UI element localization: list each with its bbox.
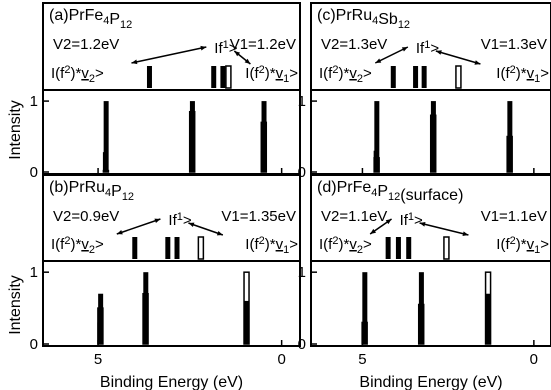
panel-title: (d)PrFe4P12(surface): [317, 179, 463, 204]
peak-bar: [374, 101, 380, 172]
peak-bar: [98, 293, 104, 344]
v2-label: V2=1.1eV: [321, 208, 387, 225]
panel-title: (c)PrRu4Sb12: [317, 7, 410, 31]
arrow-head: [216, 230, 223, 236]
level-label-f2v1: I(f2)*v1>: [496, 235, 549, 256]
arrow-head: [419, 222, 426, 227]
y-tick-label: 0: [30, 336, 38, 353]
level-label-f1: If1>: [400, 211, 423, 229]
panels: (a)PrFe4P12 V2=1.2eV V1=1.2eV I(f2)*v2> If1>…: [30, 2, 551, 368]
level-f1: [395, 237, 401, 259]
arrow-head: [370, 228, 377, 234]
peak-bar: [485, 293, 491, 344]
arrow-head: [154, 218, 161, 224]
arrow-head: [200, 45, 207, 51]
panel-title: (a)PrFe4P12: [49, 7, 132, 31]
level-label-f2v2: I(f2)*v2>: [51, 235, 104, 256]
arrow-head: [435, 50, 442, 55]
level-f1: [406, 237, 412, 259]
y-tick-label: 1: [298, 264, 306, 281]
y-tick-label: 1: [30, 93, 38, 110]
y-tick-label: 1: [30, 264, 38, 281]
peak-bar: [418, 272, 424, 344]
panel-c: (c)PrRu4Sb12 V2=1.3eV V1=1.3eV I(f2)*v2> If1…: [298, 2, 551, 181]
peak-bar: [261, 101, 267, 172]
v2-label: V2=1.3eV: [321, 36, 387, 53]
x-tick-label: 5: [94, 351, 102, 368]
panel-d: (d)PrFe4P12(surface) V2=1.1eV V1=1.1eV I(f2…: [298, 174, 551, 368]
arrow-head: [474, 60, 481, 65]
v2-label: V2=1.2eV: [53, 36, 119, 53]
coupling-arrow: [419, 222, 469, 236]
arrow-head: [375, 58, 382, 63]
panel-a: (a)PrFe4P12 V2=1.2eV V1=1.2eV I(f2)*v2> If1>…: [30, 2, 301, 181]
v1-label: V1=1.35eV: [221, 208, 296, 225]
coupling-arrow: [435, 50, 481, 65]
level-label-f2v1: I(f2)*v1>: [245, 64, 298, 85]
panel-title: (b)PrRu4P12: [49, 179, 134, 203]
level-label-f2v1: I(f2)*v1>: [245, 235, 298, 256]
level-label-f1: If1>: [168, 211, 191, 229]
peak-bar: [362, 272, 368, 344]
x-tick-label: 0: [277, 351, 285, 368]
coupling-arrow: [131, 46, 207, 64]
peak-bar: [244, 300, 250, 344]
v1-label: V1=1.3eV: [481, 36, 547, 53]
v2-label: V2=0.9eV: [53, 208, 119, 225]
peak-bar: [507, 101, 513, 172]
peak-bar: [189, 101, 195, 172]
arrow-head: [244, 58, 251, 64]
level-f2v2: [385, 237, 391, 259]
level-f2v1: [197, 236, 205, 260]
level-f2v2: [146, 66, 152, 88]
x-axis-labels: Binding Energy (eV) Binding Energy (eV): [100, 374, 503, 390]
y-axis-label-lower: Intensity: [7, 275, 24, 335]
peak-bar: [430, 101, 436, 172]
level-f1: [220, 66, 226, 88]
level-f2v2: [390, 66, 396, 88]
y-axis-label: Intensity: [7, 100, 24, 160]
coupling-arrow: [188, 222, 224, 236]
coupling-arrow: [116, 218, 161, 235]
y-tick-label: 0: [30, 164, 38, 181]
x-tick-label: 0: [530, 351, 538, 368]
level-label-f1: If1>: [214, 39, 237, 57]
level-label-f2v2: I(f2)*v2>: [319, 64, 372, 85]
level-f1: [165, 237, 171, 259]
level-label-f2v2: I(f2)*v2>: [51, 64, 104, 85]
y-tick-label: 1: [298, 93, 306, 110]
arrow-head: [116, 229, 123, 235]
coupling-arrow: [374, 46, 409, 64]
level-f2v1: [443, 236, 450, 260]
arrow-head: [401, 47, 408, 52]
level-f1: [421, 66, 427, 88]
x-tick-label: 5: [358, 351, 366, 368]
x-axis-label: Binding Energy (eV): [359, 374, 502, 390]
y-tick-label: 0: [298, 336, 306, 353]
x-axis-label: Binding Energy (eV): [100, 374, 243, 390]
level-label-f1: If1>: [416, 39, 439, 57]
level-f1: [413, 66, 419, 88]
level-f2v1: [455, 65, 462, 89]
arrow-head: [234, 51, 241, 57]
peak-bar: [143, 272, 149, 344]
arrow-head: [385, 219, 392, 225]
peak-bar: [103, 101, 109, 172]
v1-label: V1=1.2eV: [230, 36, 296, 53]
arrow-head: [131, 59, 138, 65]
level-f2v2: [132, 237, 138, 259]
level-f1: [174, 237, 180, 259]
v1-label: V1=1.1eV: [481, 208, 547, 225]
panel-b: (b)PrRu4P12 V2=0.9eV V1=1.35eV I(f2)*v2> If1…: [30, 174, 301, 368]
y-tick-label: 0: [298, 164, 306, 181]
arrow-head: [188, 222, 195, 228]
level-label-f2v2: I(f2)*v2>: [319, 235, 372, 256]
level-f1: [211, 66, 217, 88]
level-label-f2v1: I(f2)*v1>: [496, 64, 549, 85]
level-f2v1: [225, 65, 232, 89]
arrow-head: [462, 231, 469, 236]
